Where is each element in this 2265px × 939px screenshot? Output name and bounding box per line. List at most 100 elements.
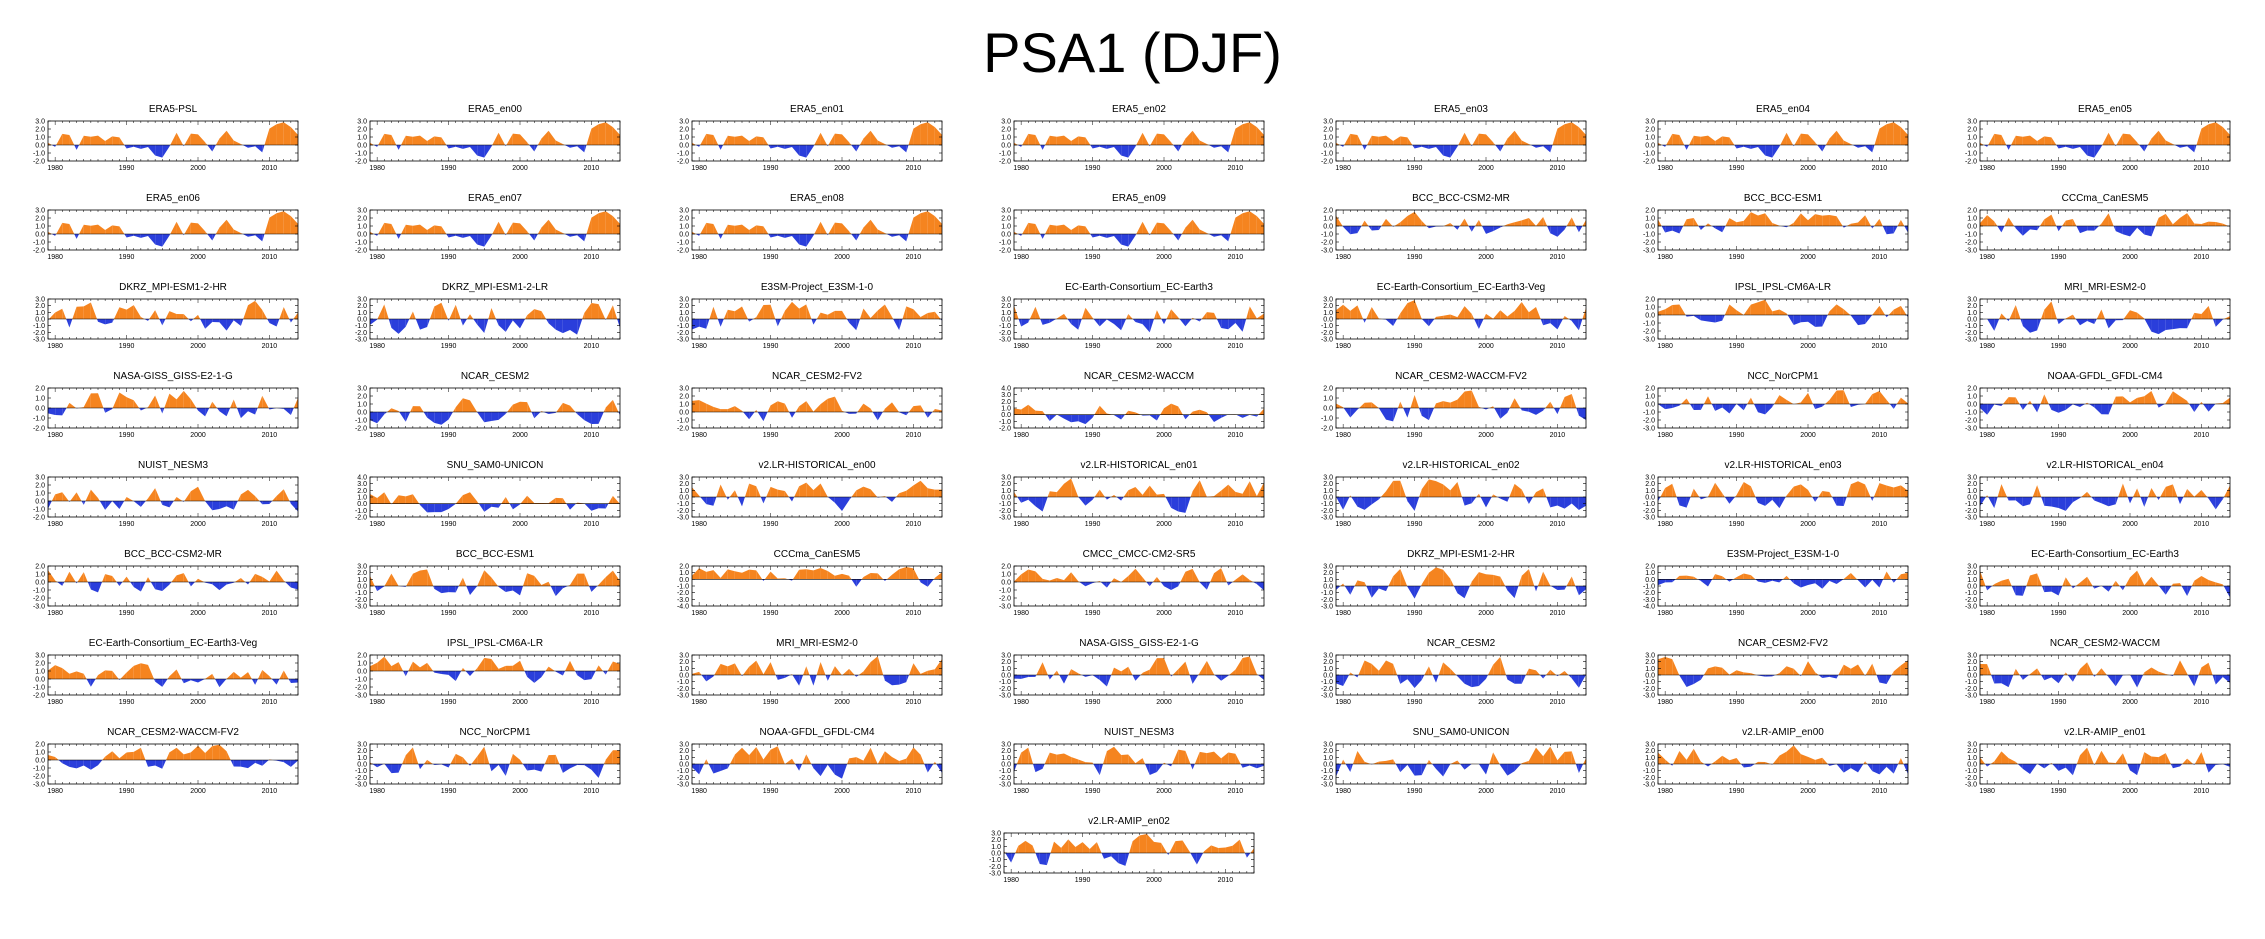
- area-segment: [1552, 128, 1558, 145]
- area-segment: [749, 319, 754, 322]
- area-segment: [899, 234, 907, 242]
- y-tick-label: 0.0: [1645, 495, 1655, 502]
- area-segment: [892, 402, 899, 412]
- y-tick-label: -2.0: [1321, 426, 1333, 433]
- x-tick-label: 2000: [512, 343, 528, 350]
- area-segment: [2201, 124, 2209, 145]
- area-segment: [1865, 484, 1871, 497]
- area-segment: [1136, 132, 1143, 145]
- area-segment: [1779, 395, 1787, 404]
- y-tick-label: 3.0: [357, 481, 367, 488]
- area-segment: [1533, 492, 1536, 497]
- area-segment: [1035, 134, 1041, 145]
- area-segment: [2065, 218, 2073, 226]
- area-segment: [820, 483, 828, 497]
- area-segment: [2094, 145, 2102, 158]
- area-segment: [2101, 213, 2109, 226]
- area-segment: [1808, 134, 1816, 145]
- area-segment: [1722, 493, 1725, 497]
- area-segment: [423, 412, 428, 418]
- area-segment: [1679, 497, 1687, 508]
- panel-svg: BCC_BCC-CSM2-MR2.01.00.0-1.0-2.0-3.01980…: [1321, 193, 1587, 261]
- area-segment: [1858, 145, 1866, 148]
- area-segment: [1405, 497, 1408, 502]
- area-segment: [1428, 408, 1435, 421]
- x-tick-label: 1990: [763, 254, 779, 261]
- area-segment: [155, 310, 160, 319]
- chart-panel: NUIST_NESM3 3.0 2.0 1.0 0.0 -1.0 -2.0 1980 1990 2…: [8, 458, 316, 546]
- area-segment: [863, 403, 871, 412]
- area-segment: [1028, 497, 1036, 507]
- y-tick-label: -1.0: [999, 501, 1011, 508]
- area-segment: [723, 135, 728, 145]
- area-segment: [768, 234, 771, 238]
- area-segment: [1042, 145, 1046, 150]
- area-segment: [1164, 134, 1172, 145]
- area-segment: [784, 234, 792, 238]
- y-tick-label: -3.0: [1965, 426, 1977, 433]
- area-segment: [1872, 497, 1874, 501]
- area-segment: [219, 501, 227, 510]
- y-tick-label: 2.0: [1001, 127, 1011, 134]
- area-segment: [1085, 137, 1091, 145]
- area-segment: [1545, 401, 1551, 408]
- area-segment: [1514, 483, 1522, 497]
- area-segment: [1829, 214, 1837, 226]
- area-segment: [1661, 226, 1666, 233]
- area-segment: [1836, 390, 1844, 404]
- area-segment: [548, 319, 556, 330]
- area-segment: [934, 409, 942, 412]
- y-tick-label: -2.0: [677, 248, 689, 255]
- area-segment: [1870, 226, 1873, 229]
- area-segment: [1221, 484, 1229, 497]
- area-segment: [906, 234, 909, 242]
- area-segment: [820, 221, 828, 234]
- y-tick-label: -1.0: [355, 508, 367, 515]
- area-segment: [398, 145, 402, 150]
- chart-panel: ERA5_en09 3.0 2.0 1.0 0.0 -1.0 -2.0 1980 1990 200…: [974, 191, 1282, 279]
- area-segment: [74, 234, 77, 239]
- area-segment: [1414, 394, 1420, 408]
- area-segment: [384, 304, 389, 319]
- plot-frame: [1013, 209, 1265, 251]
- area-segment: [2080, 319, 2088, 326]
- area-segment: [169, 501, 174, 508]
- area-segment: [1221, 145, 1229, 153]
- y-tick-label: -3.0: [1643, 515, 1655, 522]
- area-segment: [1478, 219, 1482, 226]
- x-tick-label: 2000: [190, 343, 206, 350]
- panel-title: ERA5_en04: [1756, 104, 1810, 115]
- area-segment: [792, 145, 800, 156]
- area-segment: [140, 234, 148, 238]
- area-segment: [1725, 218, 1730, 226]
- area-segment: [370, 231, 374, 234]
- area-segment: [1715, 404, 1723, 411]
- area-segment: [1829, 390, 1837, 404]
- area-segment: [1858, 481, 1866, 497]
- area-segment: [1661, 145, 1666, 147]
- area-segment: [820, 132, 828, 145]
- area-segment: [155, 395, 161, 408]
- area-segment: [1800, 484, 1808, 497]
- area-segment: [2108, 319, 2116, 329]
- area-segment: [1750, 397, 1754, 404]
- x-tick-label: 1990: [119, 343, 135, 350]
- area-segment: [1443, 222, 1451, 226]
- area-segment: [62, 492, 69, 501]
- area-segment: [564, 145, 570, 148]
- area-segment: [183, 145, 185, 147]
- area-segment: [169, 311, 177, 319]
- area-segment: [1755, 497, 1758, 503]
- area-segment: [62, 222, 70, 234]
- area-segment: [1829, 304, 1837, 315]
- area-segment: [2004, 217, 2009, 226]
- area-segment: [55, 145, 57, 147]
- x-tick-label: 2000: [834, 254, 850, 261]
- area-segment: [1786, 226, 1789, 228]
- area-segment: [205, 142, 208, 145]
- area-segment: [1571, 122, 1579, 145]
- area-segment: [219, 408, 227, 417]
- area-segment: [700, 222, 707, 234]
